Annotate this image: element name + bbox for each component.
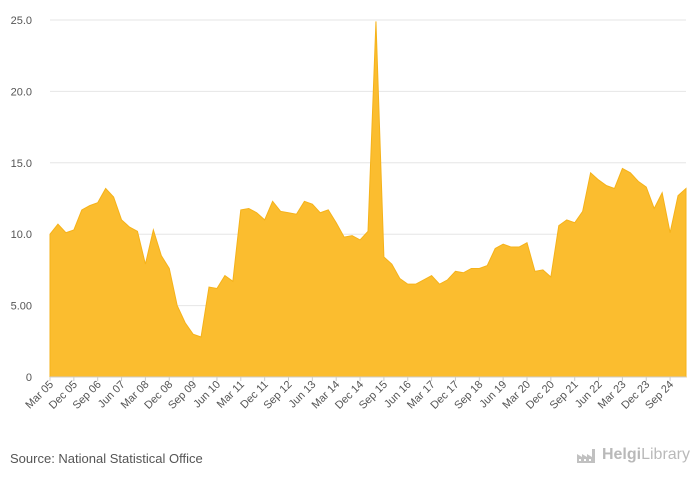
logo-text-bold: Helgi xyxy=(601,446,642,463)
y-tick-label: 15.0 xyxy=(11,158,32,170)
source-note: Source: National Statistical Office xyxy=(10,451,203,466)
logo-wordmark: HelgiLibrary xyxy=(602,446,690,464)
y-axis-ticks: 0 5.00 10.0 15.0 20.0 25.0 xyxy=(11,15,32,384)
y-tick-label: 0 xyxy=(26,372,32,384)
logo-text-light: Library xyxy=(641,446,690,463)
y-tick-label: 5.00 xyxy=(11,301,32,313)
y-tick-label: 10.0 xyxy=(11,229,32,241)
factory-icon xyxy=(576,449,595,463)
chart-footer: Source: National Statistical Office Helg… xyxy=(0,440,700,483)
y-tick-label: 20.0 xyxy=(11,86,32,98)
helgi-library-logo: HelgiLibrary xyxy=(576,446,690,464)
y-tick-label: 25.0 xyxy=(11,15,32,27)
area-series xyxy=(49,21,687,378)
